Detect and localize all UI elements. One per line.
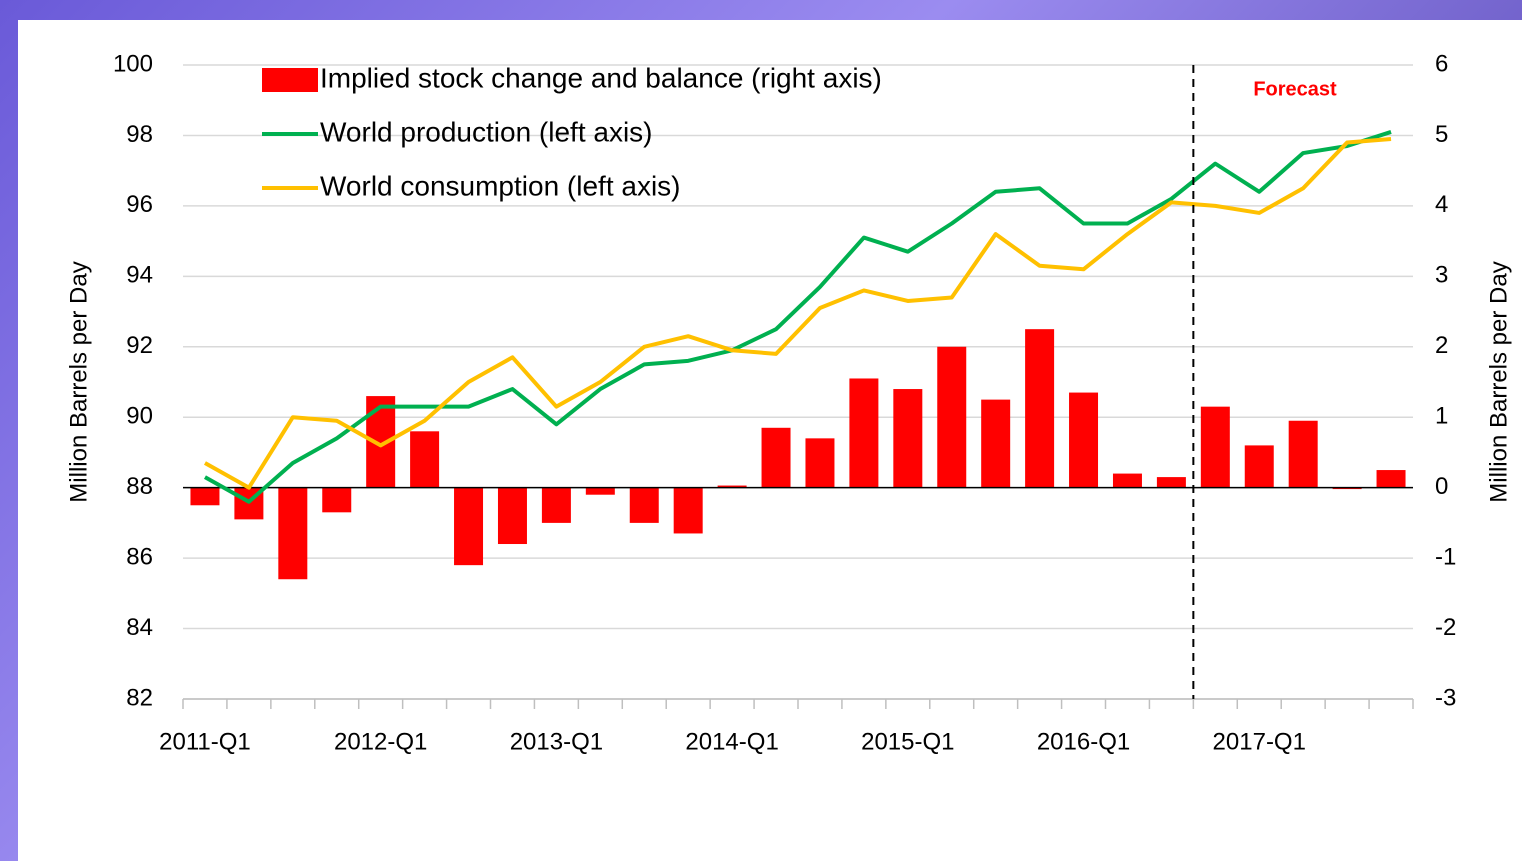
- y2-tick-label: 3: [1435, 262, 1448, 289]
- y2-tick-label: -3: [1435, 684, 1456, 711]
- bar: [1244, 445, 1274, 488]
- bar: [1376, 470, 1406, 488]
- bar: [410, 431, 440, 488]
- y-tick-label: 86: [126, 543, 153, 570]
- bar: [981, 399, 1011, 488]
- y2-tick-label: 2: [1435, 332, 1448, 359]
- bar: [629, 487, 659, 523]
- y-tick-label: 88: [126, 473, 153, 500]
- bar: [761, 427, 791, 488]
- y2-tick-label: 0: [1435, 473, 1448, 500]
- legend-label: World consumption (left axis): [320, 170, 681, 201]
- x-tick-label: 2016-Q1: [1037, 728, 1130, 755]
- forecast-label: Forecast: [1253, 78, 1337, 100]
- y-axis-label: Million Barrels per Day: [65, 261, 92, 502]
- y2-tick-label: -2: [1435, 614, 1456, 641]
- y2-tick-label: -1: [1435, 543, 1456, 570]
- y-tick-label: 84: [126, 614, 153, 641]
- bar: [893, 389, 923, 488]
- bar: [497, 487, 527, 545]
- y2-tick-label: 6: [1435, 50, 1448, 77]
- bar: [805, 438, 835, 488]
- y2-axis-label: Million Barrels per Day: [1485, 261, 1512, 502]
- bar: [541, 487, 571, 523]
- x-tick-label: 2014-Q1: [685, 728, 778, 755]
- bar: [190, 487, 220, 506]
- y-tick-label: 96: [126, 191, 153, 218]
- bar: [278, 487, 308, 580]
- y-tick-label: 90: [126, 403, 153, 430]
- y-tick-label: 82: [126, 684, 153, 711]
- x-tick-label: 2012-Q1: [334, 728, 427, 755]
- y-tick-label: 98: [126, 121, 153, 148]
- bar: [1069, 392, 1099, 488]
- bar: [585, 487, 615, 495]
- x-tick-label: 2017-Q1: [1213, 728, 1306, 755]
- y-tick-label: 92: [126, 332, 153, 359]
- y-tick-label: 100: [113, 50, 153, 77]
- x-tick-label: 2015-Q1: [861, 728, 954, 755]
- bar: [1156, 477, 1186, 488]
- line: [203, 136, 1392, 490]
- bar: [1025, 329, 1055, 488]
- bar: [717, 485, 747, 488]
- bar: [849, 378, 879, 488]
- bar: [1200, 406, 1230, 488]
- legend-label: World production (left axis): [320, 116, 653, 147]
- x-tick-label: 2011-Q1: [159, 728, 251, 755]
- bar: [673, 487, 703, 534]
- y-tick-label: 94: [126, 262, 153, 289]
- bar: [1112, 473, 1142, 488]
- y2-tick-label: 1: [1435, 403, 1448, 430]
- x-tick-label: 2013-Q1: [510, 728, 603, 755]
- bar: [1288, 420, 1318, 488]
- y2-tick-label: 4: [1435, 191, 1448, 218]
- legend-swatch: [262, 68, 318, 92]
- y2-tick-label: 5: [1435, 121, 1448, 148]
- bar: [454, 487, 484, 566]
- bar: [937, 346, 967, 488]
- legend-label: Implied stock change and balance (right …: [320, 62, 882, 93]
- bar: [322, 487, 352, 513]
